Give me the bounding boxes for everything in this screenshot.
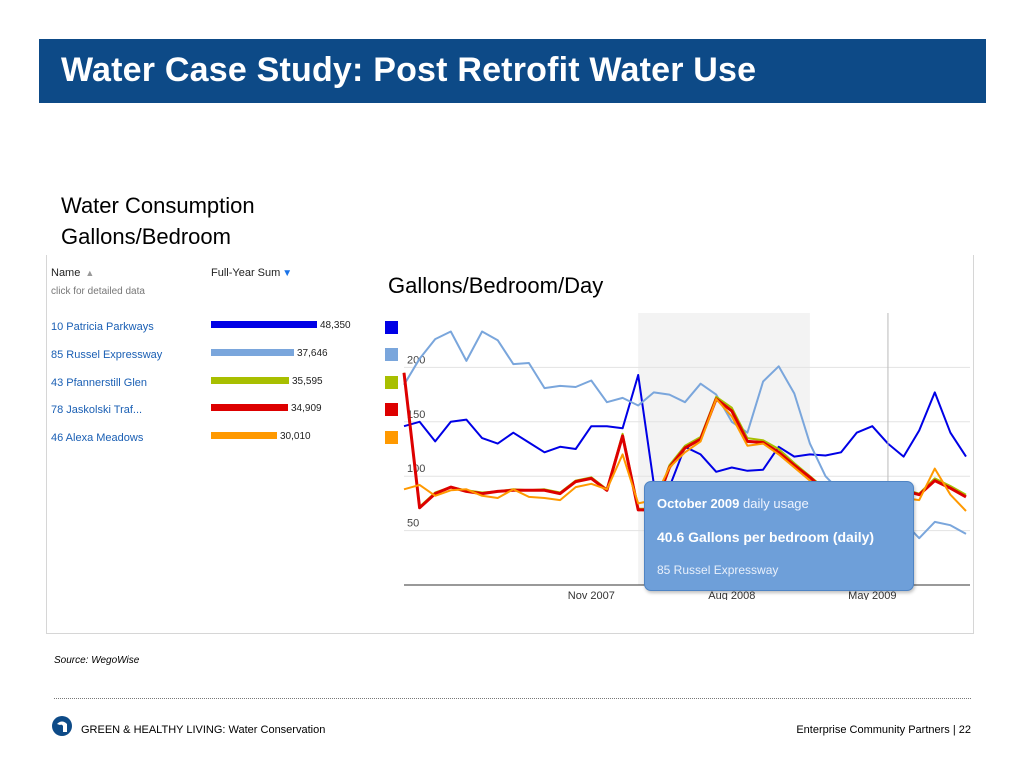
source-note: Source: WegoWise: [54, 655, 140, 666]
table-row-bar: [211, 321, 317, 328]
tooltip-month: October 2009: [657, 496, 740, 511]
footer-right-text: Enterprise Community Partners | 22: [796, 724, 971, 736]
sort-icon[interactable]: ▲︎: [85, 268, 95, 278]
x-tick-label: Aug 2008: [708, 590, 755, 600]
sum-header-label: Full-Year Sum: [211, 267, 281, 279]
table-row-value: 48,350: [320, 320, 351, 331]
tooltip-value: 40.6 Gallons per bedroom (daily): [657, 529, 875, 545]
tooltip-series: 85 Russel Expressway: [657, 563, 779, 577]
table-row-name[interactable]: 10 Patricia Parkways: [51, 321, 154, 333]
table-row-bar: [211, 404, 288, 411]
table-row-value: 35,595: [292, 376, 323, 387]
panel-edge-right: [973, 255, 974, 267]
slide-title: Water Case Study: Post Retrofit Water Us…: [61, 51, 757, 89]
table-row-name[interactable]: 78 Jaskolski Traf...: [51, 404, 143, 416]
table-row-value: 37,646: [297, 348, 328, 359]
table-row-bar: [211, 377, 289, 384]
table-row-value: 34,909: [291, 403, 322, 414]
series-toggle-chip[interactable]: [385, 403, 398, 416]
table-row-name[interactable]: 85 Russel Expressway: [51, 349, 163, 361]
table-row-bar: [211, 432, 277, 439]
tooltip-label: daily usage: [743, 496, 809, 511]
sort-desc-icon[interactable]: ▼: [282, 268, 293, 279]
chart-title: Gallons/Bedroom/Day: [388, 273, 604, 298]
x-tick-label: May 2009: [848, 590, 896, 600]
title-bar: Water Case Study: Post Retrofit Water Us…: [39, 39, 986, 103]
table-row-name[interactable]: 46 Alexa Meadows: [51, 432, 144, 444]
table-row-bar: [211, 349, 294, 356]
sum-column-header[interactable]: Full-Year Sum ▼: [211, 267, 292, 279]
name-column-header[interactable]: Name ▲︎: [51, 267, 94, 279]
footer-divider: [54, 698, 971, 699]
heading-line-2: Gallons/Bedroom: [61, 224, 231, 249]
panel-edge-left: [46, 255, 47, 267]
chart-tooltip: October 2009 daily usage 40.6 Gallons pe…: [644, 481, 914, 591]
table-row-value: 30,010: [280, 431, 311, 442]
name-column-subheader: click for detailed data: [51, 286, 145, 297]
series-toggle-chip[interactable]: [385, 376, 398, 389]
table-row-name[interactable]: 43 Pfannerstill Glen: [51, 377, 147, 389]
series-toggle-chip[interactable]: [385, 348, 398, 361]
series-toggle-chip[interactable]: [385, 431, 398, 444]
y-tick-label: 150: [407, 409, 425, 421]
chart-panel: Name ▲︎ click for detailed data Full-Year…: [46, 255, 974, 634]
series-toggle-chip[interactable]: [385, 321, 398, 334]
name-header-label: Name: [51, 267, 81, 279]
x-tick-label: Nov 2007: [568, 590, 615, 600]
enterprise-logo-icon: [52, 716, 72, 736]
heading-line-1: Water Consumption: [61, 193, 255, 218]
tooltip-header: October 2009 daily usage: [657, 496, 809, 511]
footer-left-text: GREEN & HEALTHY LIVING: Water Conservati…: [81, 724, 326, 736]
y-tick-label: 50: [407, 518, 419, 530]
